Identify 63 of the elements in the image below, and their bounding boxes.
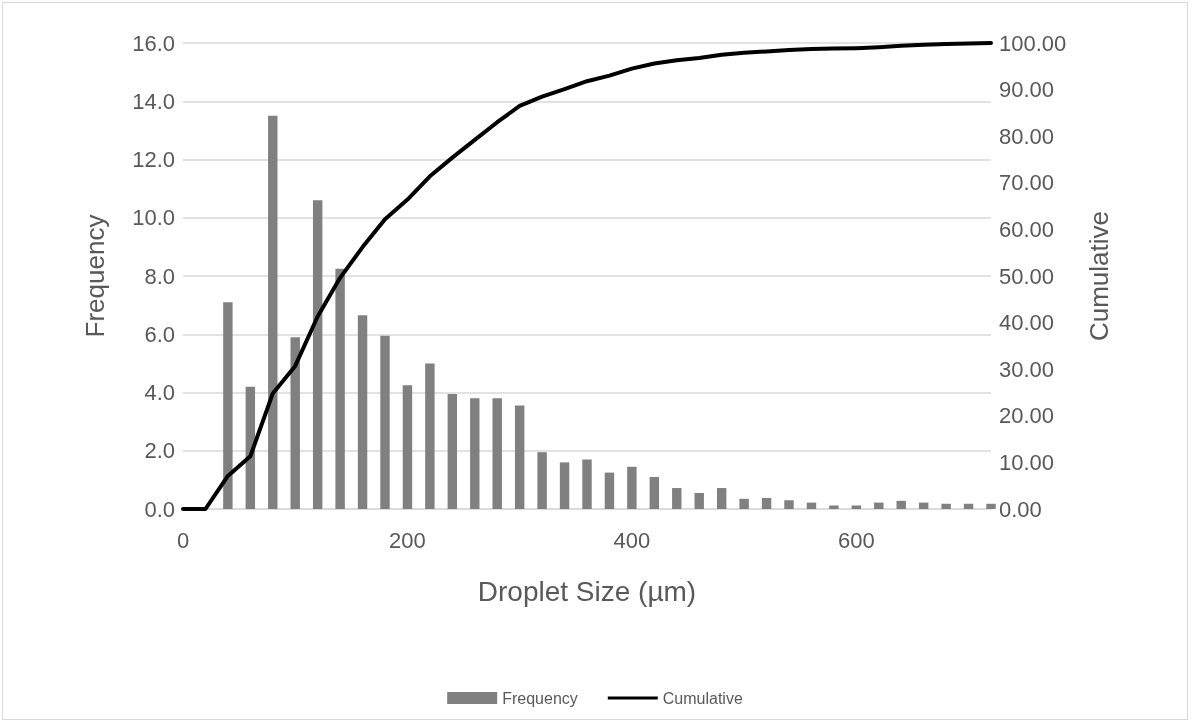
bar bbox=[649, 476, 660, 509]
y2-tick-label: 40.00 bbox=[999, 310, 1055, 336]
y2-tick-label: 30.00 bbox=[999, 356, 1055, 382]
bar bbox=[357, 315, 368, 509]
bar bbox=[694, 492, 704, 509]
bar bbox=[941, 503, 951, 509]
bar bbox=[918, 502, 929, 509]
x-tick-label: 400 bbox=[613, 527, 651, 553]
bar bbox=[492, 398, 502, 509]
bar bbox=[874, 502, 884, 509]
bar bbox=[761, 497, 772, 509]
y-tick-label: 6.0 bbox=[144, 321, 175, 347]
y-tick-label: 4.0 bbox=[144, 380, 175, 405]
bar bbox=[829, 505, 839, 509]
y2-tick-label: 50.00 bbox=[999, 263, 1055, 289]
bar bbox=[627, 466, 637, 509]
bar bbox=[604, 472, 615, 509]
y2-tick-label: 10.00 bbox=[999, 449, 1055, 475]
y2-tick-label: 0.00 bbox=[999, 496, 1042, 522]
bar bbox=[806, 502, 817, 509]
y2-tick-label: 80.00 bbox=[999, 123, 1055, 149]
bar bbox=[402, 385, 413, 509]
bar bbox=[335, 268, 345, 509]
x-axis-title: Droplet Size (µm) bbox=[477, 575, 697, 607]
y-tick-label: 14.0 bbox=[132, 88, 175, 114]
bar bbox=[716, 488, 727, 509]
y2-tick-label: 100.00 bbox=[999, 30, 1067, 56]
y-tick-label: 10.0 bbox=[132, 205, 175, 231]
bar bbox=[739, 498, 749, 509]
bar bbox=[470, 398, 480, 509]
y-tick-label: 12.0 bbox=[132, 147, 175, 172]
y-tick-label: 2.0 bbox=[144, 438, 175, 464]
y2-tick-label: 70.00 bbox=[999, 170, 1055, 196]
y-tick-label: 0.0 bbox=[144, 496, 175, 522]
bar bbox=[425, 363, 435, 509]
bar bbox=[380, 335, 390, 509]
bar bbox=[514, 405, 525, 509]
bar bbox=[559, 462, 570, 509]
bar bbox=[582, 459, 592, 509]
bar bbox=[986, 503, 996, 509]
bar bbox=[268, 115, 278, 509]
y-tick-label: 8.0 bbox=[144, 263, 175, 289]
x-tick-label: 0 bbox=[176, 527, 190, 553]
x-tick-label: 600 bbox=[837, 527, 875, 553]
bar bbox=[896, 500, 906, 509]
y2-tick-label: 90.00 bbox=[999, 77, 1055, 103]
bar bbox=[537, 452, 547, 509]
line-series bbox=[181, 41, 993, 511]
y-tick-label: 16.0 bbox=[132, 30, 175, 56]
bar bbox=[290, 337, 300, 509]
bar bbox=[784, 500, 794, 509]
bar bbox=[963, 503, 974, 509]
bar bbox=[447, 393, 458, 509]
legend-label: Cumulative bbox=[662, 689, 743, 707]
y2-tick-label: 60.00 bbox=[999, 216, 1055, 242]
y2-tick-label: 20.00 bbox=[999, 403, 1055, 429]
x-tick-label: 200 bbox=[389, 527, 426, 553]
bar bbox=[223, 302, 233, 509]
y2-axis-title: Cumulative bbox=[1084, 210, 1114, 342]
bar bbox=[672, 488, 682, 509]
bar bbox=[312, 200, 323, 509]
legend-label: Frequency bbox=[502, 689, 578, 707]
y-axis-title: Frequency bbox=[80, 214, 110, 338]
